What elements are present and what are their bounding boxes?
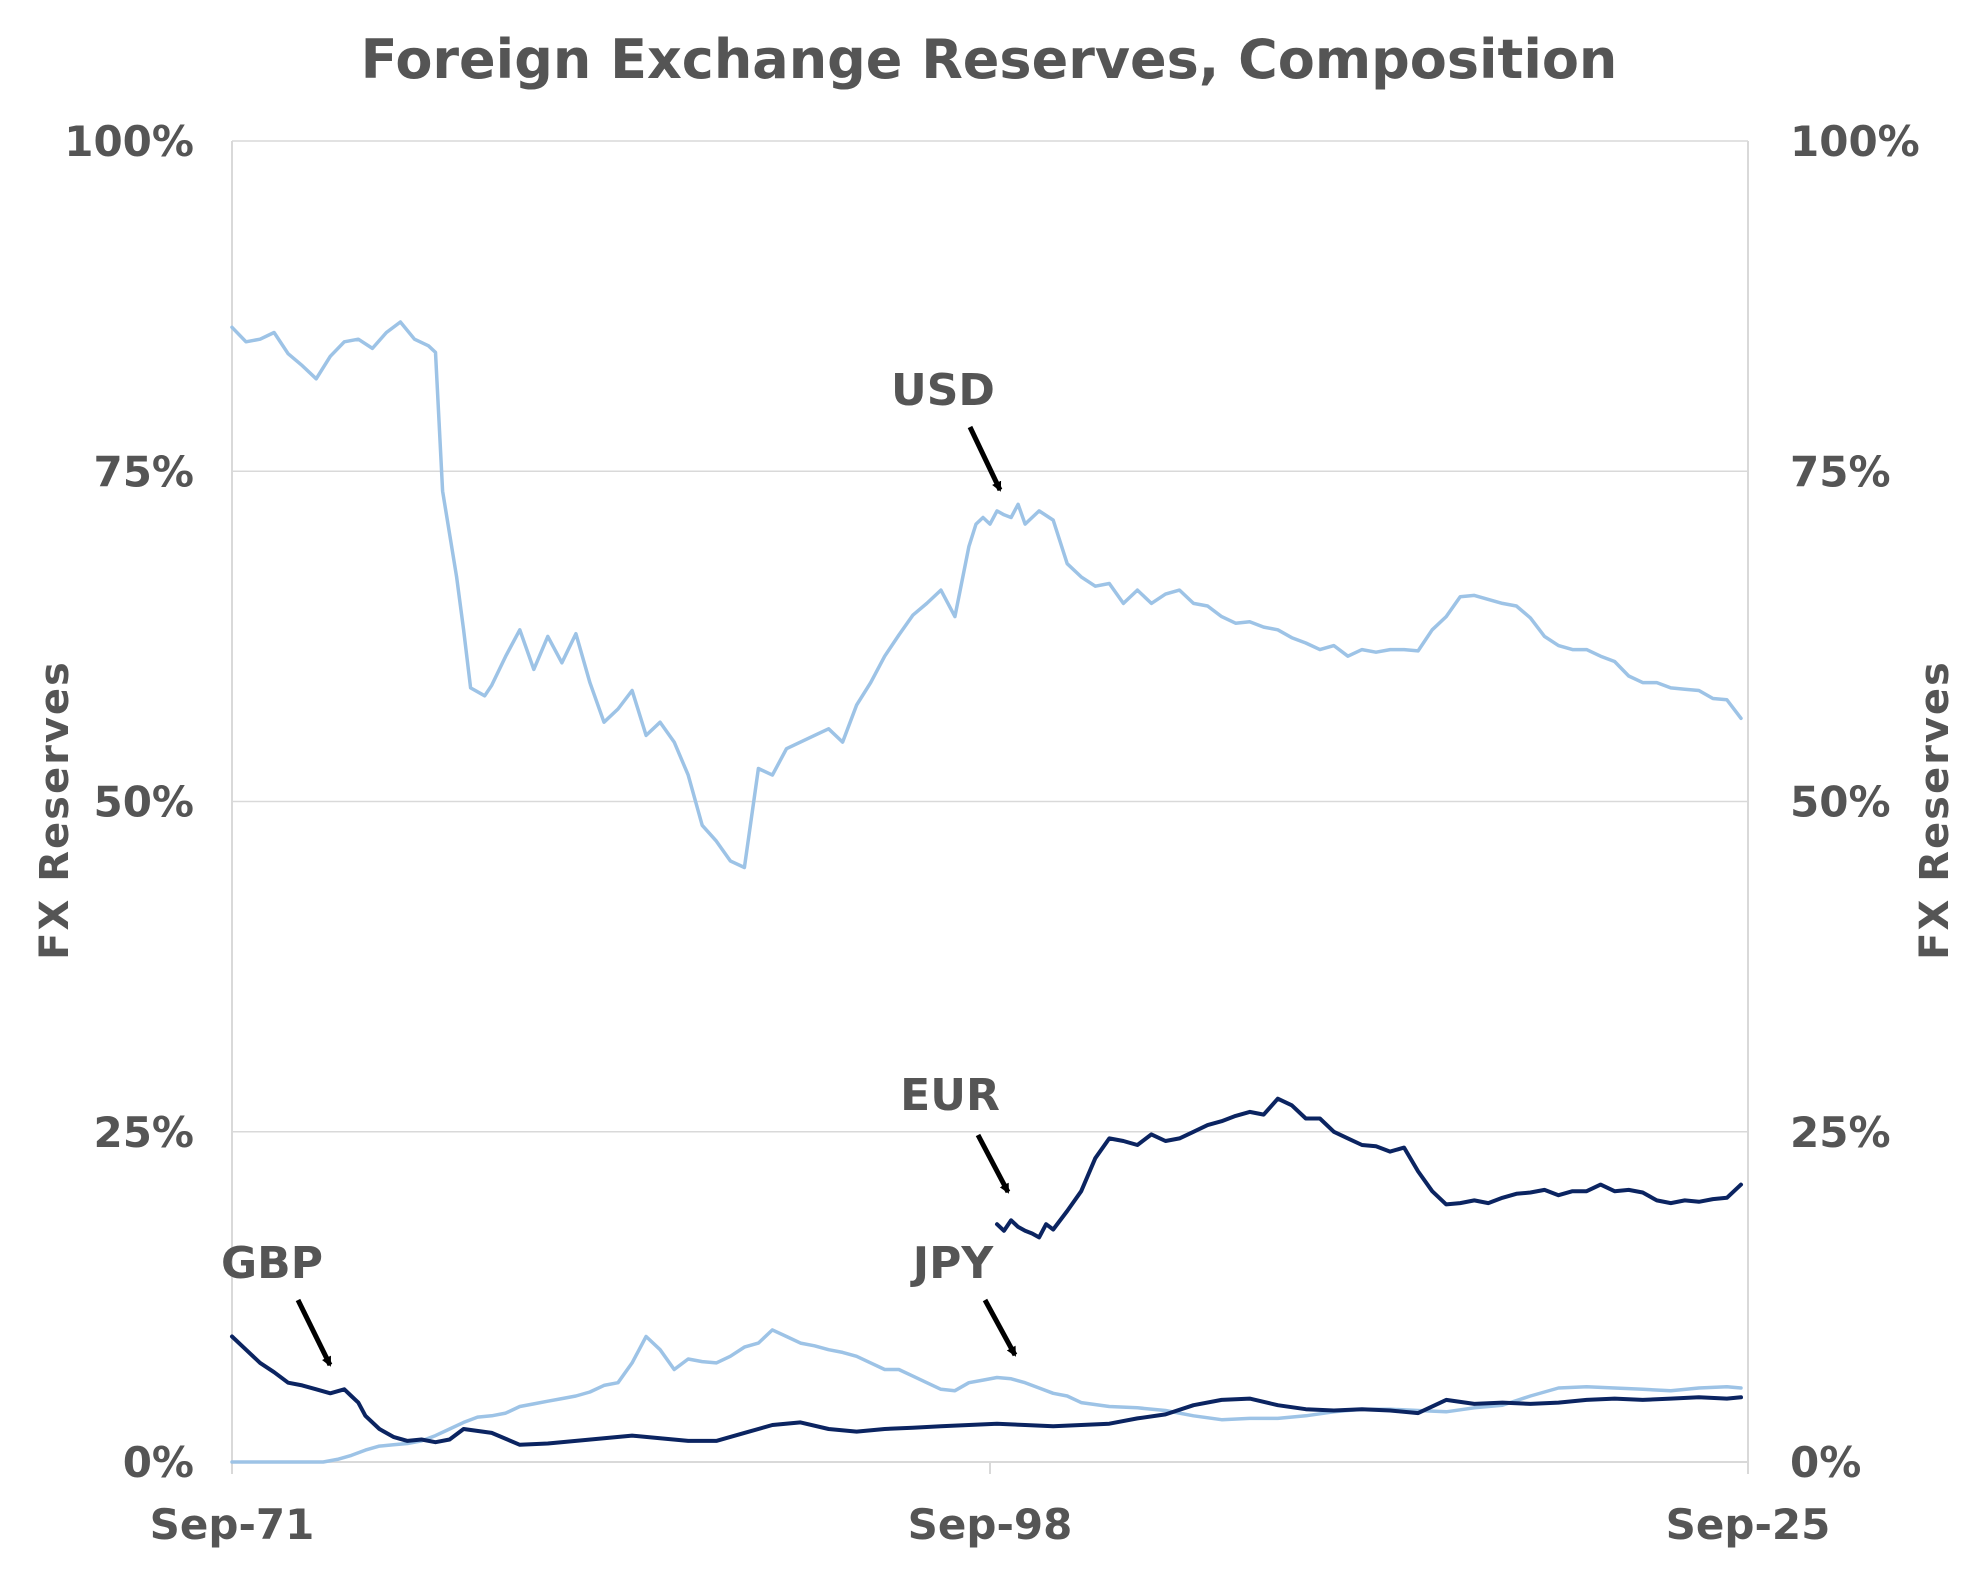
annotation-gbp: GBP [221, 1238, 333, 1367]
y-tick-label-left: 25% [93, 1108, 194, 1157]
y-tick-label-right: 75% [1790, 447, 1891, 496]
gbp-label: GBP [221, 1238, 323, 1289]
x-axis: Sep-71 Sep-98 Sep-25 [150, 1462, 1831, 1549]
series-lines [230, 320, 1743, 1464]
jpy-series-line [230, 1328, 1743, 1464]
annotation-usd: USD [891, 365, 1003, 492]
y-tick-label-right: 100% [1790, 117, 1920, 166]
jpy-label: JPY [910, 1238, 995, 1289]
y-tick-label-left: 100% [64, 117, 194, 166]
y-tick-label-left: 50% [93, 778, 194, 827]
annotation-jpy: JPY [910, 1238, 1018, 1357]
y-axis-label-left: FX Reserves [32, 660, 78, 960]
gbp-series-line [230, 1334, 1743, 1447]
gbp-arrow [295, 1298, 333, 1367]
gridlines [232, 140, 1748, 1133]
y-axis-left: 0% 25% 50% 75% 100% [64, 117, 194, 1487]
y-axis-right: 0% 25% 50% 75% 100% [1790, 117, 1920, 1487]
usd-series-line [230, 320, 1743, 870]
jpy-arrow [982, 1298, 1018, 1357]
eur-label: EUR [900, 1070, 1000, 1121]
x-tick-label: Sep-98 [908, 1500, 1073, 1549]
eur-series-line [995, 1096, 1743, 1240]
annotation-eur: EUR [900, 1070, 1011, 1194]
y-tick-label-right: 50% [1790, 778, 1891, 827]
y-axis-label-right: FX Reserves [1912, 660, 1958, 960]
eur-arrow [975, 1133, 1011, 1194]
x-tick-label: Sep-71 [150, 1500, 315, 1549]
usd-label: USD [891, 365, 995, 416]
usd-arrow [967, 425, 1003, 492]
x-tick-label: Sep-25 [1666, 1500, 1831, 1549]
y-tick-label-left: 75% [93, 447, 194, 496]
y-tick-label-right: 25% [1790, 1108, 1891, 1157]
y-tick-label-right: 0% [1790, 1438, 1861, 1487]
chart-title: Foreign Exchange Reserves, Composition [361, 28, 1618, 91]
y-tick-label-left: 0% [123, 1438, 194, 1487]
